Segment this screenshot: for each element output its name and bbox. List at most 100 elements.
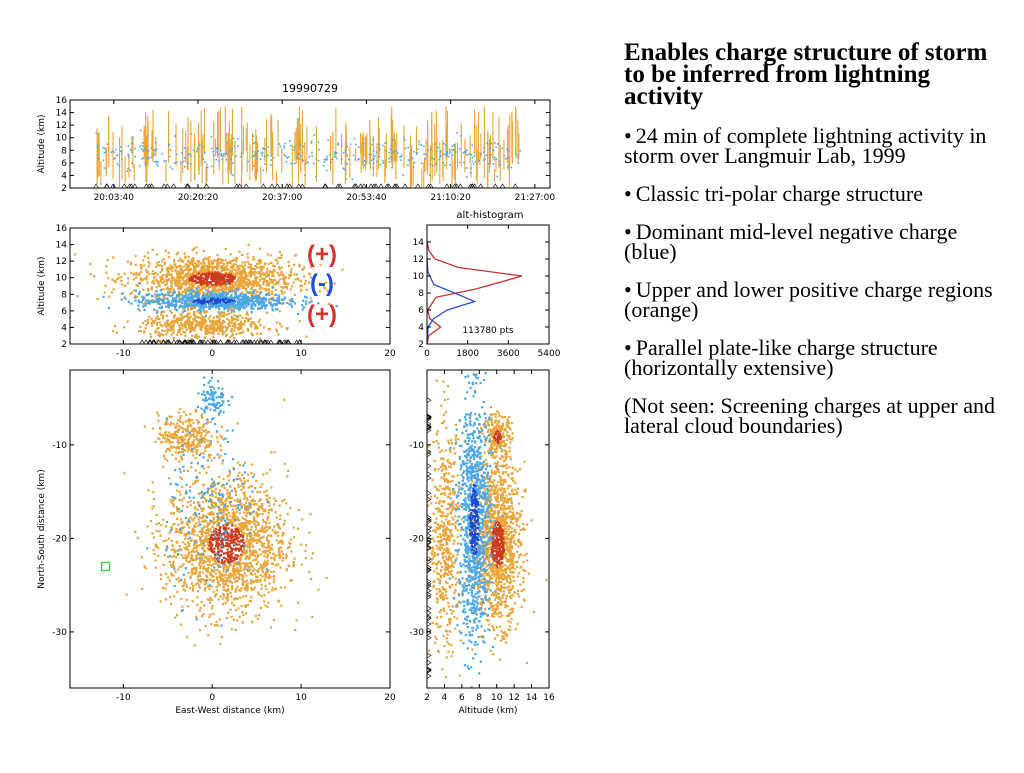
- source-point: [188, 572, 190, 574]
- source-point: [234, 590, 236, 592]
- source-point: [223, 155, 225, 157]
- source-point: [230, 253, 232, 255]
- source-point: [266, 561, 268, 563]
- source-point: [302, 268, 304, 270]
- source-point: [194, 315, 196, 317]
- source-point: [253, 135, 255, 137]
- source-point: [268, 509, 270, 511]
- source-point: [142, 296, 144, 298]
- source-point: [231, 148, 233, 150]
- source-point: [210, 460, 212, 462]
- source-point: [196, 265, 198, 267]
- source-point: [346, 163, 348, 165]
- source-point: [201, 318, 203, 320]
- source-point: [135, 255, 137, 257]
- source-point: [172, 291, 174, 293]
- source-point: [167, 267, 169, 269]
- source-point: [209, 325, 211, 327]
- y-tick-label: 8: [61, 290, 67, 300]
- source-point: [261, 595, 263, 597]
- source-point: [127, 261, 129, 263]
- source-point: [216, 151, 218, 153]
- source-point: [262, 281, 264, 283]
- source-point: [262, 473, 264, 475]
- source-point: [271, 563, 273, 565]
- source-point: [250, 266, 252, 268]
- source-point: [254, 523, 256, 525]
- source-point: [187, 524, 189, 526]
- source-point: [168, 279, 170, 281]
- source-point: [230, 294, 232, 296]
- source-point: [240, 332, 242, 334]
- source-point: [480, 153, 482, 155]
- source-point: [187, 154, 189, 156]
- source-point: [210, 623, 212, 625]
- source-point: [257, 150, 259, 152]
- source-point: [213, 579, 215, 581]
- source-point: [130, 149, 132, 151]
- source-point: [156, 299, 158, 301]
- source-point: [229, 278, 231, 280]
- source-point: [400, 156, 402, 158]
- source-point: [271, 290, 273, 292]
- source-point: [126, 170, 128, 172]
- source-point: [192, 590, 194, 592]
- source-point: [187, 549, 189, 551]
- source-point: [341, 158, 343, 160]
- source-point: [224, 487, 226, 489]
- source-point: [249, 300, 251, 302]
- source-point: [215, 260, 217, 262]
- source-point: [435, 143, 437, 145]
- source-point: [168, 252, 170, 254]
- source-point: [213, 591, 215, 593]
- source-point: [403, 137, 405, 139]
- source-point: [231, 531, 233, 533]
- source-point: [192, 600, 194, 602]
- source-point: [466, 167, 468, 169]
- source-point: [266, 472, 268, 474]
- source-point: [221, 262, 223, 264]
- source-point: [204, 587, 206, 589]
- source-point: [397, 152, 399, 154]
- source-point: [379, 144, 381, 146]
- source-point: [267, 535, 269, 537]
- source-point: [346, 155, 348, 157]
- source-point: [163, 311, 165, 313]
- source-point: [303, 146, 305, 148]
- source-point: [141, 556, 143, 558]
- event-marker: [513, 184, 518, 188]
- source-point: [145, 327, 147, 329]
- source-point: [160, 289, 162, 291]
- source-point: [246, 275, 248, 277]
- source-point: [421, 144, 423, 146]
- source-point: [233, 314, 235, 316]
- source-point: [257, 515, 259, 517]
- source-point: [201, 533, 203, 535]
- source-point: [128, 301, 130, 303]
- source-point: [227, 527, 229, 529]
- source-point: [470, 167, 472, 169]
- source-point: [204, 557, 206, 559]
- source-point: [222, 295, 224, 297]
- source-point: [165, 525, 167, 527]
- source-point: [237, 319, 239, 321]
- source-point: [266, 490, 268, 492]
- source-point: [147, 489, 149, 491]
- source-point: [209, 597, 211, 599]
- source-point: [293, 536, 295, 538]
- source-point: [215, 304, 217, 306]
- source-point: [238, 543, 240, 545]
- event-marker: [275, 184, 280, 188]
- source-point: [143, 157, 145, 159]
- source-point: [147, 290, 149, 292]
- source-point: [251, 308, 253, 310]
- source-point: [305, 557, 307, 559]
- source-point: [223, 331, 225, 333]
- source-point: [245, 278, 247, 280]
- source-point: [206, 297, 208, 299]
- source-point: [210, 557, 212, 559]
- source-point: [161, 325, 163, 327]
- source-point: [184, 257, 186, 259]
- y-tick-label: 8: [61, 146, 67, 156]
